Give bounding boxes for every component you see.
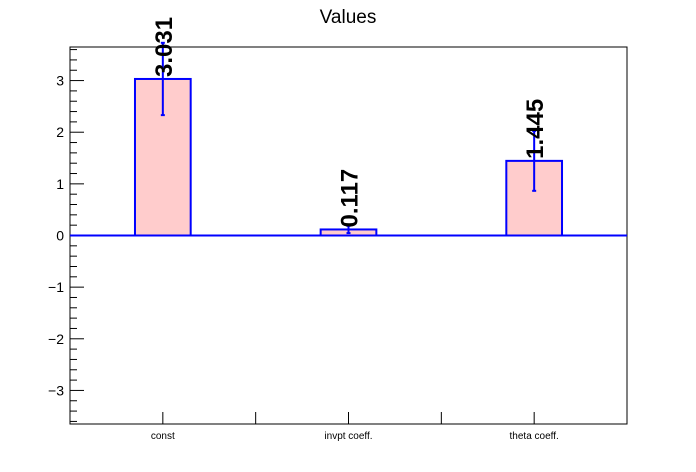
- y-axis: −3 −2 −1 0 1 2 3: [48, 49, 84, 422]
- y-tick-label: 3: [56, 73, 64, 89]
- y-tick-label: −1: [48, 279, 64, 295]
- data-labels: 3.031 0.117 1.445: [151, 17, 549, 228]
- y-tick-label: 1: [56, 176, 64, 192]
- x-category-label: invpt coeff.: [324, 431, 372, 442]
- bar-series: [133, 41, 564, 237]
- x-axis: const invpt coeff. theta coeff.: [151, 412, 559, 442]
- x-category-label: theta coeff.: [510, 431, 559, 442]
- y-tick-label: −2: [48, 331, 64, 347]
- bar-value-label: 3.031: [151, 17, 178, 77]
- chart-title: Values: [320, 7, 377, 28]
- y-tick-label: −3: [48, 382, 64, 398]
- x-category-label: const: [151, 431, 175, 442]
- bar-value-label: 1.445: [522, 99, 549, 159]
- y-tick-label: 2: [56, 124, 64, 140]
- y-tick-label: 0: [56, 228, 64, 244]
- bar-value-label: 0.117: [337, 169, 364, 228]
